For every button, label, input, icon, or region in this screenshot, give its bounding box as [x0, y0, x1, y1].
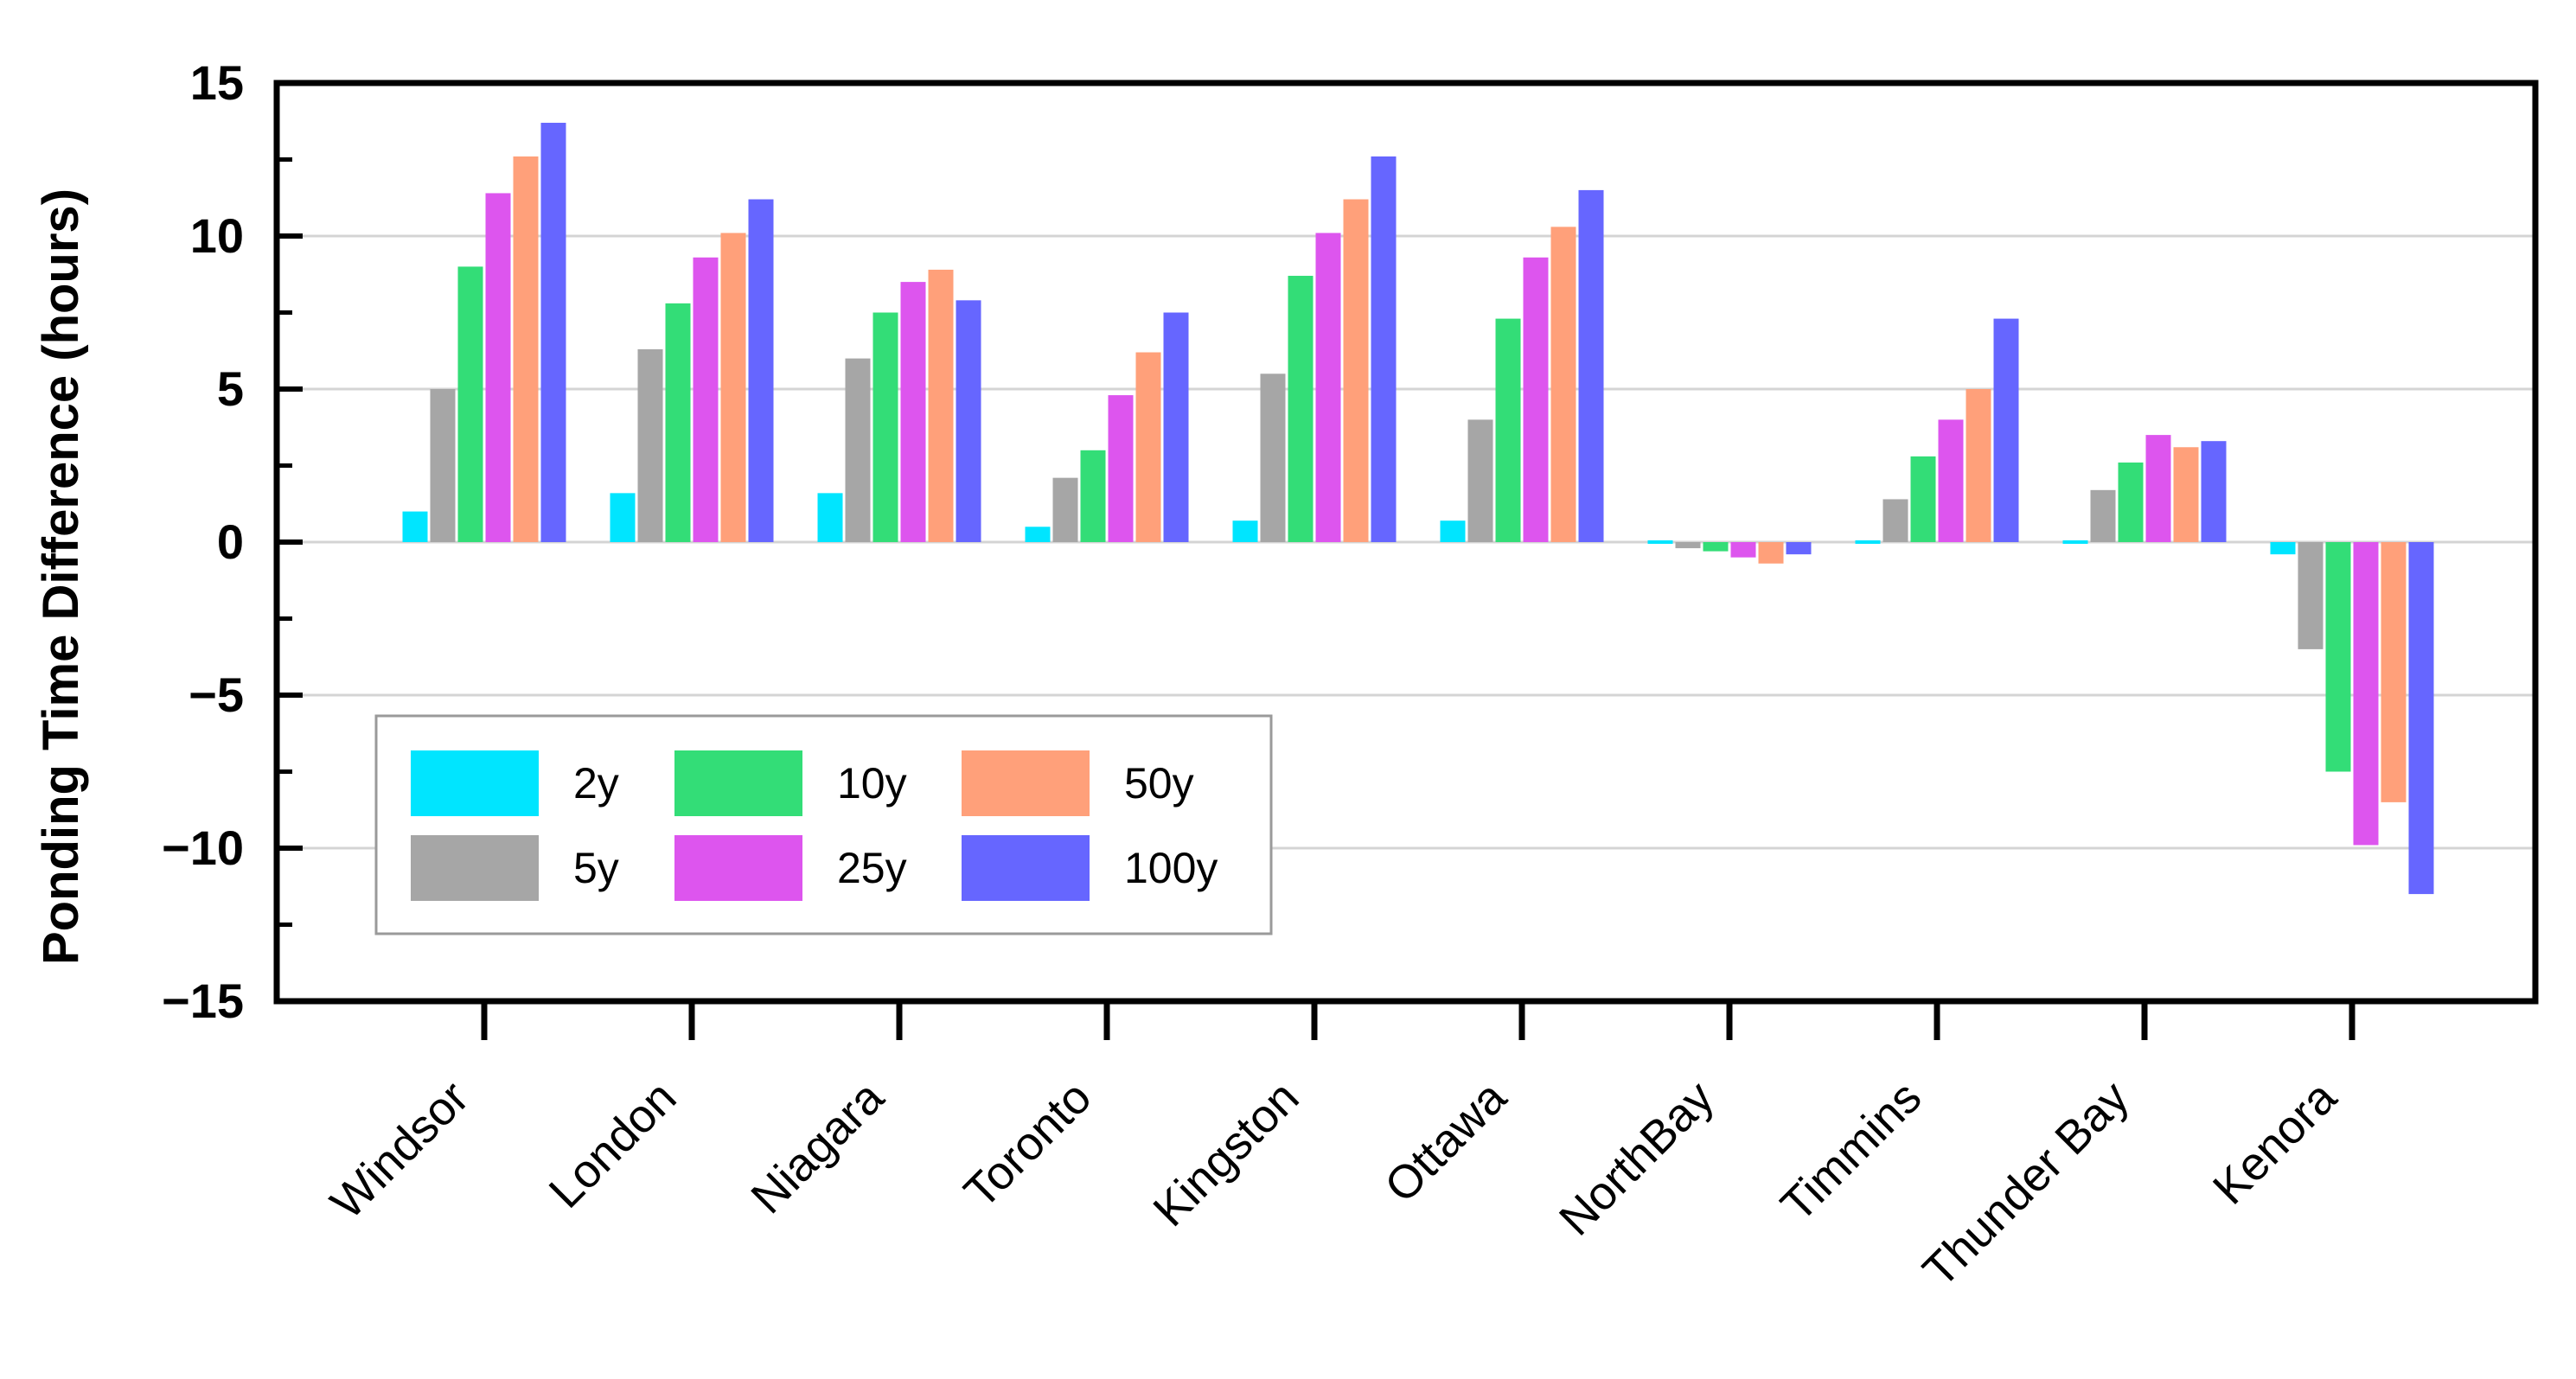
bar — [928, 269, 954, 542]
y-tick-label: 5 — [217, 361, 244, 416]
bar — [402, 511, 428, 542]
bar — [1440, 520, 1466, 542]
bar — [1730, 542, 1756, 558]
bar — [1260, 373, 1286, 542]
bar — [430, 389, 456, 542]
bar — [1080, 450, 1106, 542]
bar — [1371, 156, 1397, 542]
bar — [748, 199, 774, 542]
bar — [1315, 233, 1341, 542]
bar — [1163, 312, 1189, 542]
bar — [1108, 395, 1134, 542]
bar — [1966, 389, 1991, 542]
legend-label: 2y — [573, 759, 619, 808]
bar — [956, 300, 981, 542]
x-tick-label: Toronto — [955, 1071, 1102, 1218]
bar — [1467, 419, 1493, 542]
bar — [873, 312, 898, 542]
legend-swatch — [674, 835, 802, 901]
bar — [1025, 527, 1051, 542]
bar — [900, 282, 926, 542]
bar — [1675, 542, 1701, 549]
bar — [1938, 419, 1964, 542]
bar — [637, 348, 663, 542]
bar — [1758, 542, 1784, 564]
bar — [1786, 542, 1812, 555]
x-tick-label: Kenora — [2203, 1070, 2347, 1214]
bar — [817, 493, 843, 542]
legend-label: 50y — [1124, 759, 1194, 808]
y-tick-label: −15 — [162, 974, 244, 1028]
legend-swatch — [411, 835, 539, 901]
bar — [2201, 441, 2227, 542]
bar — [1550, 227, 1576, 542]
bar — [2090, 489, 2116, 542]
x-tick-label: Thunder Bay — [1913, 1071, 2138, 1297]
y-axis-title: Ponding Time Difference (hours) — [33, 188, 89, 965]
bar — [1993, 318, 2019, 542]
bar — [845, 358, 871, 542]
bar — [2408, 542, 2434, 895]
x-tick-label: NorthBay — [1550, 1071, 1724, 1246]
bar — [720, 233, 746, 542]
bar — [513, 156, 539, 542]
bars — [402, 123, 2434, 895]
y-tick-label: 15 — [190, 55, 244, 110]
bar — [2298, 542, 2324, 649]
bar — [1703, 542, 1729, 552]
bar — [610, 493, 636, 542]
legend-label: 10y — [837, 759, 907, 808]
bar — [1343, 199, 1369, 542]
bar — [1578, 189, 1604, 542]
bar — [1135, 352, 1161, 542]
legend-swatch — [411, 750, 539, 816]
legend: 2y 5y 10y 25y 50y 100y — [374, 714, 1273, 935]
bar — [2381, 542, 2407, 802]
x-tick-label: Niagara — [741, 1070, 894, 1223]
bar — [2062, 540, 2088, 544]
x-tick-label: Windsor — [321, 1071, 478, 1229]
legend-swatch — [962, 835, 1090, 901]
bar — [1052, 477, 1078, 542]
bar — [457, 266, 483, 542]
bar — [1523, 257, 1549, 542]
legend-label: 25y — [837, 844, 907, 892]
x-tick-label: Timmins — [1771, 1071, 1931, 1231]
y-tick-label: 10 — [190, 208, 244, 263]
bar — [1232, 520, 1258, 542]
bar — [1855, 540, 1881, 544]
bar — [2353, 542, 2379, 846]
bar — [540, 123, 566, 542]
y-tick-label: 0 — [217, 514, 244, 569]
x-tick-label: Ottawa — [1375, 1070, 1517, 1212]
y-tick-label: −5 — [189, 667, 244, 722]
bar — [665, 303, 691, 542]
bar — [1647, 540, 1673, 544]
x-axis: Windsor London Niagara Toronto Kingston Ottaw… — [321, 1001, 2355, 1297]
bar — [1495, 318, 1521, 542]
x-tick-label: Kingston — [1143, 1071, 1308, 1236]
legend-label: 100y — [1124, 844, 1218, 892]
bar — [2270, 542, 2296, 555]
bar — [1910, 456, 1936, 542]
bar — [1882, 499, 1908, 542]
legend-swatch — [674, 750, 802, 816]
bar — [1288, 276, 1314, 542]
bar — [2173, 447, 2199, 542]
legend-label: 5y — [573, 844, 619, 892]
bar — [2118, 462, 2144, 542]
legend-swatch — [962, 750, 1090, 816]
bar — [693, 257, 719, 542]
bar — [2325, 542, 2351, 772]
bar — [2145, 435, 2171, 542]
legend-box — [374, 714, 1273, 935]
y-tick-label: −10 — [162, 820, 244, 875]
y-axis: 15 10 5 0 −5 −10 −15 — [162, 55, 303, 1028]
bar — [485, 193, 511, 542]
x-tick-label: London — [540, 1071, 687, 1218]
